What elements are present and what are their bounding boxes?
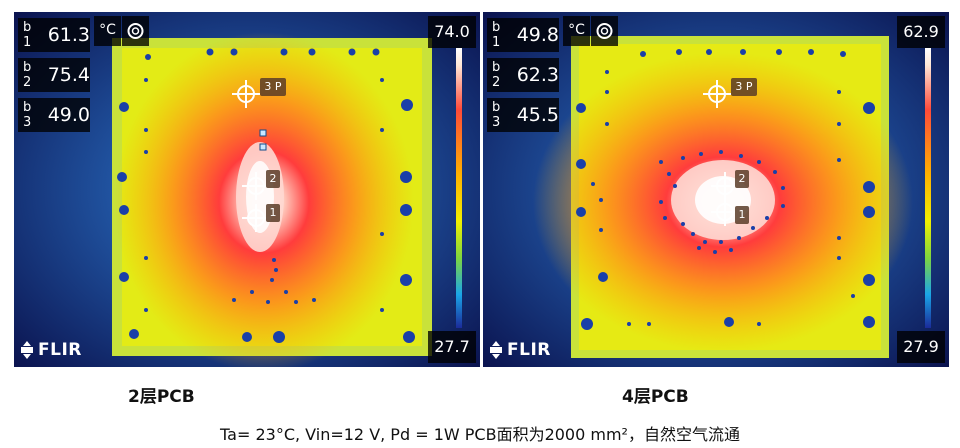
box1-label: b 1 <box>492 20 504 50</box>
caption-2-layer-pcb: 2层PCB <box>128 387 195 407</box>
box2-label: b 2 <box>492 60 504 90</box>
spot-markers <box>232 80 270 232</box>
color-scale-bar <box>925 48 931 328</box>
thermal-image-4-layer: b 1 49.8 b 2 62.3 b 3 45.5 °C 62.9 27.9 … <box>483 12 949 367</box>
box3-readout: b 3 49.0 <box>18 98 90 132</box>
box2-value: 62.3 <box>516 64 559 86</box>
box2-label: b 2 <box>23 60 35 90</box>
box1-readout: b 1 49.8 <box>487 18 559 52</box>
via-holes <box>576 49 875 330</box>
spot-markers <box>703 80 739 226</box>
spot-label-3p: 3 P <box>260 78 286 96</box>
flir-mark-icon <box>490 341 502 359</box>
color-scale-bar <box>456 48 462 328</box>
flir-logo-text: FLIR <box>38 340 82 360</box>
box3-label: b 3 <box>492 100 504 130</box>
test-conditions-caption: Ta= 23°C, Vin=12 V, Pd = 1W PCB面积为2000 m… <box>220 425 740 444</box>
box2-readout: b 2 62.3 <box>487 58 559 92</box>
box2-readout: b 2 75.4 <box>18 58 90 92</box>
spot-label-1: 1 <box>735 206 749 224</box>
scale-min-value: 27.9 <box>897 331 945 363</box>
thermal-heatmap-4-layer <box>483 12 949 367</box>
scale-max-value: 62.9 <box>897 16 945 48</box>
spot-label-2: 2 <box>735 170 749 188</box>
spot-label-3p: 3 P <box>731 78 757 96</box>
temperature-unit: °C <box>563 16 590 46</box>
box1-value: 61.3 <box>47 24 90 46</box>
flir-logo-text: FLIR <box>507 340 551 360</box>
box2-value: 75.4 <box>47 64 90 86</box>
flir-logo: FLIR <box>487 339 551 361</box>
emissivity-icon <box>591 16 618 46</box>
thermal-heatmap-2-layer <box>14 12 480 367</box>
box3-label: b 3 <box>23 100 35 130</box>
spot-label-2: 2 <box>266 170 280 188</box>
box3-readout: b 3 45.5 <box>487 98 559 132</box>
emissivity-icon <box>122 16 149 46</box>
spot-label-1: 1 <box>266 204 280 222</box>
flir-logo: FLIR <box>18 339 82 361</box>
box3-value: 45.5 <box>516 104 559 126</box>
via-holes <box>117 48 415 343</box>
caption-4-layer-pcb: 4层PCB <box>622 387 689 407</box>
scale-max-value: 74.0 <box>428 16 476 48</box>
box3-value: 49.0 <box>47 104 90 126</box>
box1-readout: b 1 61.3 <box>18 18 90 52</box>
box1-value: 49.8 <box>516 24 559 46</box>
box1-label: b 1 <box>23 20 35 50</box>
flir-mark-icon <box>21 341 33 359</box>
temperature-unit: °C <box>94 16 121 46</box>
scale-min-value: 27.7 <box>428 331 476 363</box>
thermal-image-2-layer: b 1 61.3 b 2 75.4 b 3 49.0 °C 74.0 27.7 … <box>14 12 480 367</box>
